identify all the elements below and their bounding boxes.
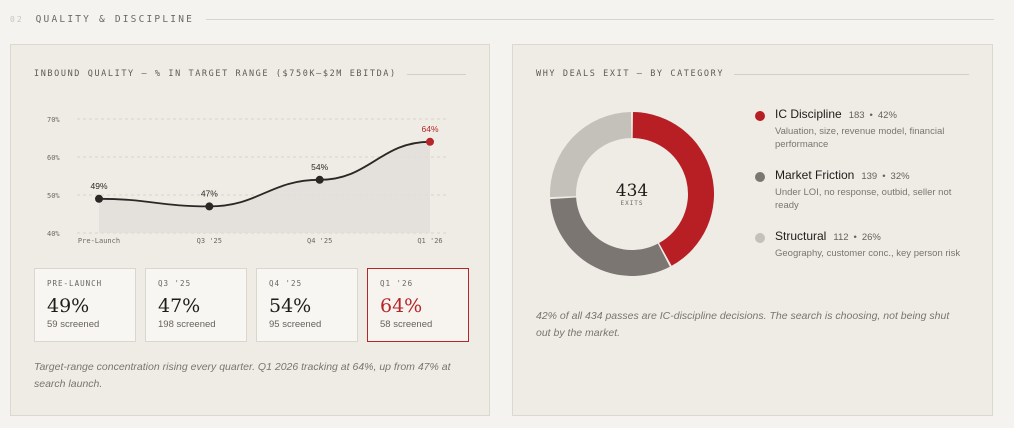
inbound-quality-caption: Target-range concentration rising every … [34,361,451,390]
donut-center: 434 EXITS [550,112,714,276]
legend-description: Valuation, size, revenue model, financia… [775,126,945,150]
card-screened: 59 screened [47,319,100,330]
card-label: Q4 '25 [269,279,303,288]
legend-item-market-friction: Market Friction 139 • 32% Under LOI, no … [755,168,975,212]
section-divider [206,18,994,20]
legend-description: Under LOI, no response, outbid, seller n… [775,187,952,211]
quarter-cards: PRE-LAUNCH 49% 59 screened Q3 '25 47% 19… [34,268,469,342]
card-q3-25[interactable]: Q3 '25 47% 198 screened [145,268,247,342]
card-screened: 58 screened [380,319,433,330]
data-point [426,137,434,146]
data-label: 47% [201,188,218,198]
section-number: 02 [10,14,24,24]
donut-slice-structural [550,112,632,198]
exit-reasons-panel: WHY DEALS EXIT — BY CATEGORY 434 EXITS I… [512,44,993,416]
card-label: Q1 '26 [380,279,414,288]
card-value: 49% [47,295,90,317]
legend-name: IC Discipline [775,107,842,121]
panel-header: WHY DEALS EXIT — BY CATEGORY [536,69,969,79]
exit-reasons-donut-chart [550,112,714,276]
panel-header: INBOUND QUALITY — % IN TARGET RANGE ($75… [34,69,466,79]
legend-percent: 26% [861,232,881,243]
data-point [95,194,103,203]
x-tick-label: Q1 '26 [417,237,442,245]
data-label: 64% [421,124,438,134]
x-tick-label: Q3 '25 [197,237,222,245]
legend-count: 112 [833,232,849,243]
legend-percent: 32% [890,171,910,182]
data-point [205,202,214,211]
section-header: 02 QUALITY & DISCIPLINE [10,11,994,27]
card-q1-26[interactable]: Q1 '26 64% 58 screened [367,268,469,342]
y-tick-label: 50% [47,192,60,200]
data-label: 54% [311,162,328,172]
legend-name: Market Friction [775,168,855,182]
light-gray-dot-icon [755,233,765,243]
x-tick-label: Q4 '25 [307,237,332,245]
card-label: PRE-LAUNCH [47,279,103,288]
data-point [315,175,324,184]
donut-slice-market-friction [550,197,670,276]
y-tick-label: 60% [47,154,60,162]
legend-count: 183 [848,110,865,121]
section-title: QUALITY & DISCIPLINE [35,13,195,25]
panel-divider [734,73,969,75]
data-label: 49% [90,181,107,191]
legend-name: Structural [775,229,827,243]
exit-reasons-caption: 42% of all 434 passes are IC-discipline … [536,310,950,339]
inbound-quality-line-chart: 40% 50% 60% 70% 49% Pre-Launch 47% Q3 '25 54% Q4 … [47,116,447,245]
card-value: 54% [269,295,312,317]
card-pre-launch[interactable]: PRE-LAUNCH 49% 59 screened [34,268,136,342]
card-screened: 198 screened [158,319,216,330]
donut-total: 434 [615,180,649,201]
x-tick-label: Pre-Launch [78,237,120,245]
exit-reasons-title: WHY DEALS EXIT — BY CATEGORY [536,69,725,79]
card-label: Q3 '25 [158,279,192,288]
panel-divider [406,73,466,75]
exit-reasons-legend: IC Discipline 183 • 42% Valuation, size,… [755,107,975,277]
donut-label: EXITS [620,199,644,207]
legend-percent: 42% [877,110,897,121]
legend-item-ic-discipline: IC Discipline 183 • 42% Valuation, size,… [755,107,975,151]
donut-slice-ic-discipline [632,112,714,266]
area-fill [99,141,430,233]
card-q4-25[interactable]: Q4 '25 54% 95 screened [256,268,358,342]
bullet-separator: • [869,110,873,121]
legend-item-structural: Structural 112 • 26% Geography, customer… [755,229,975,260]
legend-count: 139 [861,171,878,182]
inbound-quality-title: INBOUND QUALITY — % IN TARGET RANGE ($75… [34,69,397,79]
bullet-separator: • [853,232,857,243]
card-value: 47% [158,295,201,317]
gray-dot-icon [755,172,765,182]
inbound-quality-panel: INBOUND QUALITY — % IN TARGET RANGE ($75… [10,44,490,416]
legend-description: Geography, customer conc., key person ri… [775,248,961,259]
bullet-separator: • [882,171,886,182]
y-tick-label: 70% [47,116,60,124]
card-screened: 95 screened [269,319,322,330]
series-line [98,140,431,208]
y-tick-label: 40% [47,230,60,238]
card-value: 64% [380,295,423,317]
red-dot-icon [755,111,765,121]
